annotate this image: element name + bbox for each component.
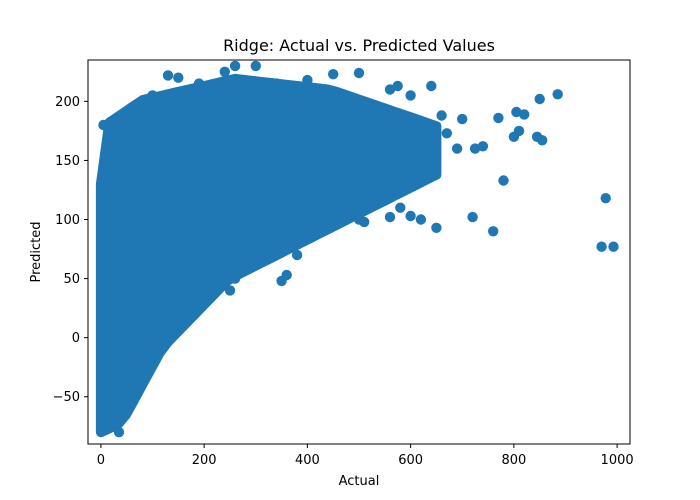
x-tick-label: 400 — [295, 453, 320, 468]
data-point — [126, 367, 138, 379]
data-point — [302, 232, 313, 243]
data-point — [359, 216, 370, 228]
data-point — [498, 175, 509, 186]
x-axis: 0 200 400 600 800 1000 — [97, 444, 634, 468]
y-tick-label: −50 — [53, 390, 80, 405]
x-tick-label: 200 — [192, 453, 217, 468]
data-point — [96, 421, 108, 432]
y-axis: −50 0 50 100 150 200 — [53, 95, 88, 405]
data-point — [100, 367, 112, 379]
data-point — [608, 241, 619, 252]
scatter-marks — [95, 60, 619, 438]
data-point — [431, 222, 442, 233]
data-point — [271, 78, 282, 89]
data-point — [415, 214, 427, 225]
data-point — [147, 90, 158, 101]
data-point — [118, 403, 130, 414]
data-point — [488, 226, 499, 237]
data-point — [493, 112, 504, 124]
data-point — [469, 143, 481, 154]
data-point — [405, 90, 416, 101]
data-point — [116, 115, 127, 126]
data-point — [328, 196, 339, 207]
data-point — [219, 66, 230, 78]
data-point — [291, 249, 303, 261]
data-point — [384, 211, 396, 223]
y-tick-label: 0 — [72, 331, 80, 346]
data-point — [302, 74, 313, 86]
y-tick-label: 150 — [55, 154, 80, 169]
data-point — [108, 405, 120, 417]
data-point — [229, 60, 241, 72]
y-tick-label: 200 — [55, 95, 80, 110]
x-tick-label: 1000 — [601, 453, 634, 468]
data-point — [113, 427, 125, 438]
data-point — [229, 273, 241, 284]
data-point — [395, 202, 406, 213]
y-axis-title: Predicted — [29, 221, 44, 282]
data-point — [426, 80, 437, 92]
data-point — [121, 389, 132, 400]
data-point — [126, 108, 138, 119]
x-tick-label: 800 — [501, 453, 526, 468]
data-point — [157, 308, 168, 320]
data-point — [224, 285, 236, 296]
data-point — [193, 78, 205, 89]
data-point — [131, 356, 143, 367]
data-point — [457, 113, 468, 125]
data-point — [173, 291, 184, 302]
data-point — [436, 110, 447, 121]
data-point — [147, 326, 158, 337]
data-point — [513, 125, 525, 137]
data-point — [600, 193, 611, 204]
data-point — [405, 210, 416, 222]
data-point — [511, 106, 522, 118]
data-point — [537, 135, 548, 146]
x-tick-label: 600 — [398, 453, 423, 468]
data-point — [98, 119, 109, 131]
chart-title: Ridge: Actual vs. Predicted Values — [223, 36, 495, 55]
data-point — [137, 96, 148, 107]
data-point — [198, 261, 210, 272]
data-point — [441, 128, 452, 139]
y-tick-label: 100 — [55, 213, 80, 228]
data-point — [353, 67, 365, 79]
x-axis-title: Actual — [339, 474, 380, 489]
data-point — [188, 273, 199, 284]
data-point — [519, 109, 530, 120]
data-point — [162, 70, 174, 81]
data-point — [451, 143, 463, 154]
data-point — [312, 214, 323, 225]
data-point — [250, 243, 261, 255]
data-point — [552, 89, 563, 100]
data-point — [137, 344, 148, 355]
point-cloud — [95, 73, 442, 438]
y-tick-label: 50 — [63, 272, 80, 287]
x-tick-label: 0 — [97, 453, 105, 468]
data-point — [343, 190, 354, 202]
data-point — [281, 269, 292, 281]
data-point — [477, 141, 489, 152]
data-point — [596, 241, 607, 252]
data-point — [103, 391, 114, 402]
data-point — [328, 69, 339, 80]
data-point — [392, 80, 403, 92]
plot-frame — [87, 59, 631, 445]
data-point — [374, 167, 385, 178]
data-point — [250, 60, 261, 72]
data-point — [534, 93, 545, 105]
data-point — [467, 211, 478, 223]
data-point — [173, 72, 184, 83]
